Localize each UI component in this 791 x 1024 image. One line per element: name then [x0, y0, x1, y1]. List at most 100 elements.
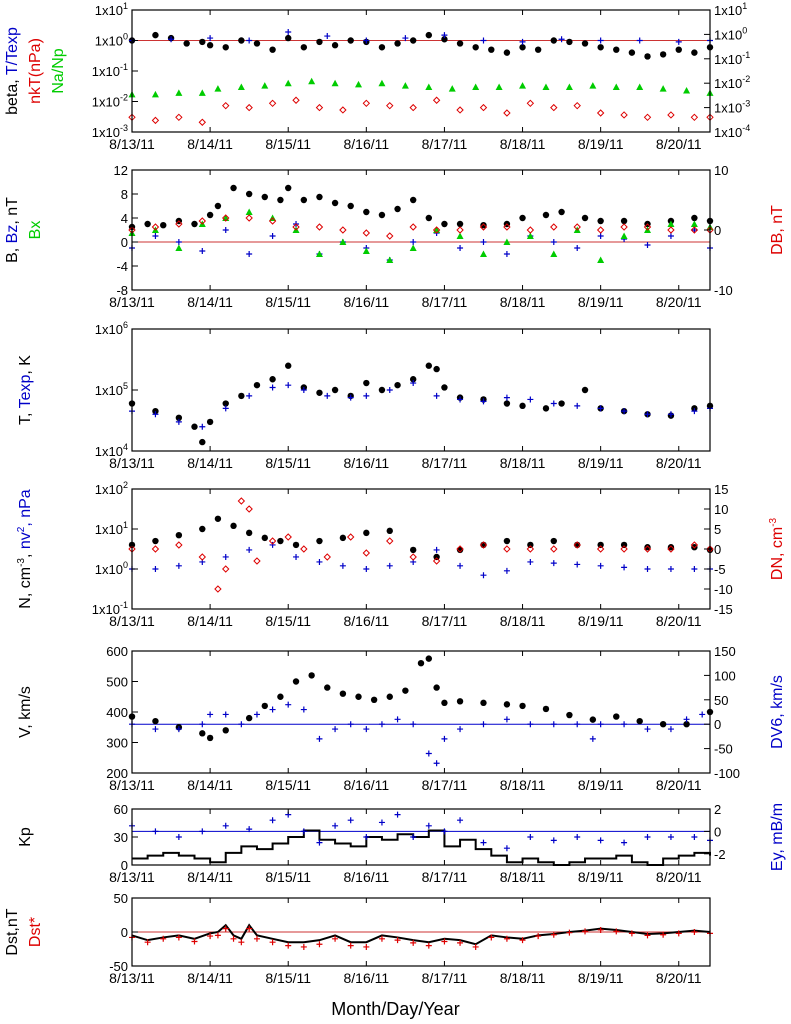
data-point: [168, 36, 175, 43]
data-point: [613, 713, 620, 720]
data-point: [253, 935, 260, 942]
data-point: [246, 546, 253, 553]
y-axis-title-2-text: nkT(nPa): [27, 38, 44, 104]
data-point: [386, 101, 394, 110]
x-tick-label: 8/20/11: [656, 777, 702, 793]
data-point: [410, 380, 417, 387]
series-b: [128, 184, 714, 231]
data-point: [519, 937, 526, 944]
data-point: [346, 533, 355, 541]
data-point: [363, 726, 370, 733]
data-point: [332, 726, 339, 733]
data-point: [222, 227, 229, 233]
data-point: [386, 562, 393, 569]
y-tick-label: 500: [106, 675, 128, 690]
data-point: [175, 418, 182, 425]
data-point: [198, 118, 207, 126]
data-point: [292, 96, 300, 104]
data-point: [175, 414, 183, 422]
data-point: [659, 85, 667, 92]
data-point: [675, 46, 682, 53]
data-point: [339, 690, 347, 697]
data-point: [152, 537, 159, 545]
x-tick-label: 8/15/11: [265, 970, 311, 986]
data-point: [347, 37, 354, 44]
data-point: [152, 411, 159, 418]
y-axis-title-text: V, km/s: [17, 686, 34, 738]
data-point: [644, 53, 651, 60]
data-point: [245, 208, 253, 215]
data-point: [191, 220, 198, 228]
data-point: [277, 693, 284, 700]
x-tick-label: 8/14/11: [187, 294, 233, 310]
data-point: [222, 214, 230, 222]
series-dn: [128, 497, 714, 593]
data-point: [667, 544, 675, 551]
data-point: [550, 400, 557, 407]
data-point: [667, 220, 675, 227]
y2-tick-label: 10: [714, 502, 728, 517]
data-point: [268, 217, 277, 225]
x-tick-label: 8/20/11: [656, 455, 702, 471]
data-point: [566, 711, 573, 719]
data-point: [472, 83, 480, 90]
data-point: [409, 553, 417, 561]
data-point: [519, 82, 527, 89]
x-tick-label: 8/19/11: [578, 294, 624, 310]
data-point: [316, 941, 323, 948]
data-point: [152, 717, 159, 725]
data-point: [441, 384, 448, 391]
data-point: [667, 726, 674, 733]
y2-tick-label: 50: [714, 693, 728, 708]
data-point: [246, 826, 253, 833]
data-point: [152, 566, 159, 572]
y-tick-label: 300: [106, 736, 128, 751]
data-point: [386, 527, 393, 535]
data-point: [410, 834, 417, 840]
y2-axis-title: DN, cm-3: [768, 517, 786, 580]
data-point: [503, 545, 511, 553]
data-point: [503, 845, 510, 852]
data-point: [245, 529, 253, 537]
data-point: [480, 239, 487, 245]
y2-tick-label: -100: [714, 766, 740, 781]
data-point: [550, 250, 558, 257]
data-point: [261, 82, 269, 89]
data-point: [246, 392, 253, 399]
data-point: [152, 233, 159, 239]
data-point: [441, 699, 448, 707]
y2-tick-label: 1x100: [714, 25, 747, 42]
data-point: [394, 205, 401, 213]
y-axis-title-3: Dst*: [27, 917, 44, 947]
series-beta: [128, 31, 714, 60]
data-point: [690, 541, 699, 549]
data-point: [315, 250, 323, 257]
data-point: [621, 839, 628, 846]
data-point: [410, 939, 417, 946]
y-axis-title-text: B, Bz, nT: [4, 197, 21, 263]
data-point: [628, 930, 635, 937]
data-point: [597, 44, 604, 51]
data-point: [222, 101, 230, 110]
data-point: [269, 233, 276, 239]
data-point: [574, 561, 581, 568]
data-point: [378, 819, 385, 826]
data-point: [206, 418, 214, 426]
data-point: [300, 44, 308, 51]
data-point: [457, 562, 464, 569]
data-point: [207, 711, 214, 718]
data-point: [597, 541, 604, 549]
data-point: [339, 106, 347, 114]
data-point: [527, 396, 534, 403]
data-point: [363, 834, 370, 840]
data-point: [503, 701, 511, 708]
data-point: [479, 223, 488, 231]
data-point: [456, 220, 464, 228]
data-point: [691, 929, 698, 935]
data-point: [503, 935, 510, 942]
x-tick-label: 8/20/11: [656, 294, 702, 310]
x-tick-label: 8/18/11: [500, 613, 546, 629]
data-point: [151, 116, 160, 125]
data-point: [425, 822, 432, 829]
data-point: [199, 525, 206, 533]
